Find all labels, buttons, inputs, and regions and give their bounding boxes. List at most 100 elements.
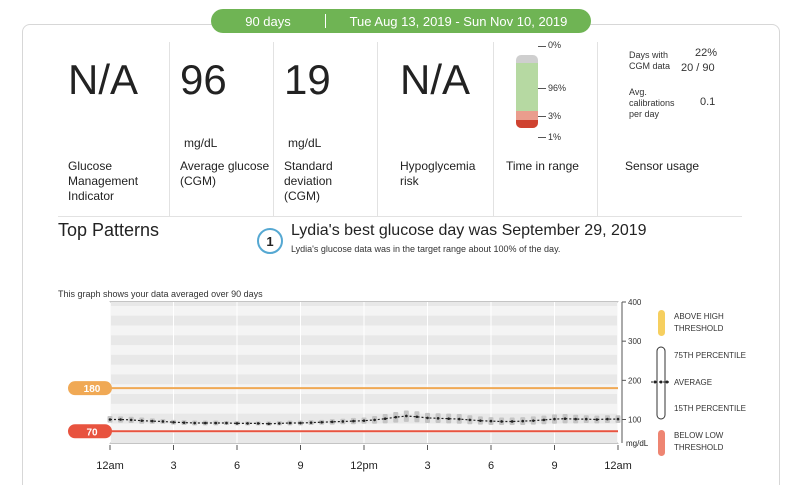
metric-average-glucose: 96 mg/dL Average glucose (CGM) [170, 42, 274, 217]
average-point [415, 415, 419, 419]
tir-in-range-label: 96% [548, 83, 567, 93]
low-threshold-label: 70 [86, 427, 98, 438]
gmi-value: N/A [68, 56, 139, 103]
sensor-label: Sensor usage [625, 159, 700, 173]
tir-very-low-label: 1% [548, 132, 562, 142]
days-with-data-count: 20 / 90 [681, 62, 715, 74]
metric-hypoglycemia-risk: N/A Hypoglycemia risk [378, 42, 494, 217]
average-point [172, 420, 175, 424]
y-tick-label: 200 [628, 376, 642, 385]
tir-label: Time in range [506, 159, 579, 173]
average-point [457, 417, 461, 421]
average-point [182, 421, 186, 424]
legend-p15-label: 15TH PERCENTILE [674, 404, 747, 413]
average-point [468, 418, 472, 422]
high-threshold-label: 180 [84, 384, 101, 395]
legend [651, 310, 671, 456]
legend-average-dot [665, 380, 669, 384]
threshold-lines [110, 387, 618, 433]
average-point [320, 420, 323, 424]
average-point [489, 419, 493, 423]
x-tick-label: 9 [297, 460, 303, 472]
average-point [383, 417, 387, 421]
metric-gmi: N/A Glucose Management Indicator [58, 42, 170, 217]
legend-below-swatch [658, 430, 665, 456]
x-tick-label: 6 [488, 460, 494, 472]
tir-tick [538, 46, 546, 47]
legend-average-dot [659, 380, 663, 384]
top-patterns-title: Top Patterns [58, 220, 160, 240]
tir-low-segment [516, 111, 538, 120]
average-point [214, 421, 218, 425]
average-point [405, 414, 408, 418]
average-point [203, 421, 207, 425]
high-threshold-badge [68, 381, 112, 396]
average-point [140, 419, 144, 422]
pill-divider [325, 14, 326, 28]
average-point [584, 417, 588, 421]
average-point [129, 418, 133, 422]
legend-below-label: BELOW LOW THRESHOLD [674, 431, 724, 452]
gmi-label: Glucose Management Indicator [68, 159, 139, 203]
calibrations-label: Avg. calibrations per day [629, 87, 675, 119]
graph-note: This graph shows your data averaged over… [58, 289, 263, 299]
y-tick-label: 400 [628, 298, 642, 307]
x-tick-label: 9 [551, 460, 557, 472]
sd-value: 19 [284, 56, 331, 103]
best-day-subtitle: Lydia's glucose data was in the target r… [291, 244, 561, 254]
legend-above-label: ABOVE HIGH THRESHOLD [674, 312, 724, 333]
low-threshold-badge [68, 424, 112, 439]
tir-tick [538, 137, 546, 138]
legend-average-dot [653, 380, 657, 384]
average-point [256, 422, 260, 425]
tir-tick [538, 88, 546, 89]
average-point [532, 419, 535, 422]
tir-low-label: 3% [548, 111, 562, 121]
average-point [330, 420, 334, 424]
average-point [606, 417, 609, 421]
tir-above-segment [516, 55, 538, 63]
avg-value: 96 [180, 56, 227, 103]
y-tick-label: 100 [628, 416, 642, 425]
average-point [352, 419, 355, 423]
y-axis: 400 300 200 100 mg/dL [621, 298, 649, 448]
tir-tick [538, 116, 546, 117]
average-point [151, 419, 154, 423]
tir-in-range-segment [516, 63, 538, 111]
average-point [309, 421, 313, 424]
pattern-number-badge: 1 [257, 228, 283, 254]
hypo-value: N/A [400, 56, 471, 103]
average-point [447, 417, 450, 421]
x-tick-label: 12pm [350, 460, 378, 472]
average-point [267, 422, 271, 426]
average-point [278, 422, 281, 425]
average-point [299, 421, 302, 425]
x-axis: 12am 3 6 9 12pm 3 6 9 12am [96, 445, 632, 472]
threshold-badges: 180 70 [68, 381, 112, 439]
period-days[interactable]: 90 days [245, 13, 291, 29]
metric-time-in-range: Time in range [494, 42, 598, 217]
average-point [542, 418, 546, 422]
x-tick-label: 12am [96, 460, 124, 472]
agp-chart: 400 300 200 100 mg/dL 12am 3 6 9 12pm 3 6 9 12am 180… [68, 298, 671, 472]
date-range[interactable]: Tue Aug 13, 2019 - Sun Nov 10, 2019 [349, 13, 568, 29]
x-tick-label: 3 [170, 460, 176, 472]
average-point [235, 422, 239, 425]
sd-label: Standard deviation (CGM) [284, 159, 333, 203]
average-point [119, 418, 122, 421]
best-day-title[interactable]: Lydia's best glucose day was September 2… [291, 222, 647, 239]
date-range-pill: 90 days Tue Aug 13, 2019 - Sun Nov 10, 2… [211, 9, 591, 33]
section-divider [58, 216, 742, 217]
average-point [288, 421, 292, 425]
legend-above-swatch [658, 310, 665, 336]
average-point [521, 419, 525, 423]
average-point [341, 420, 345, 423]
average-point [161, 420, 165, 423]
average-point [479, 419, 482, 422]
tir-very-low-segment [516, 120, 538, 128]
average-point [373, 418, 376, 422]
y-unit-label: mg/dL [626, 439, 649, 448]
average-point [563, 417, 567, 421]
average-point [574, 417, 577, 421]
x-tick-label: 12am [604, 460, 632, 472]
